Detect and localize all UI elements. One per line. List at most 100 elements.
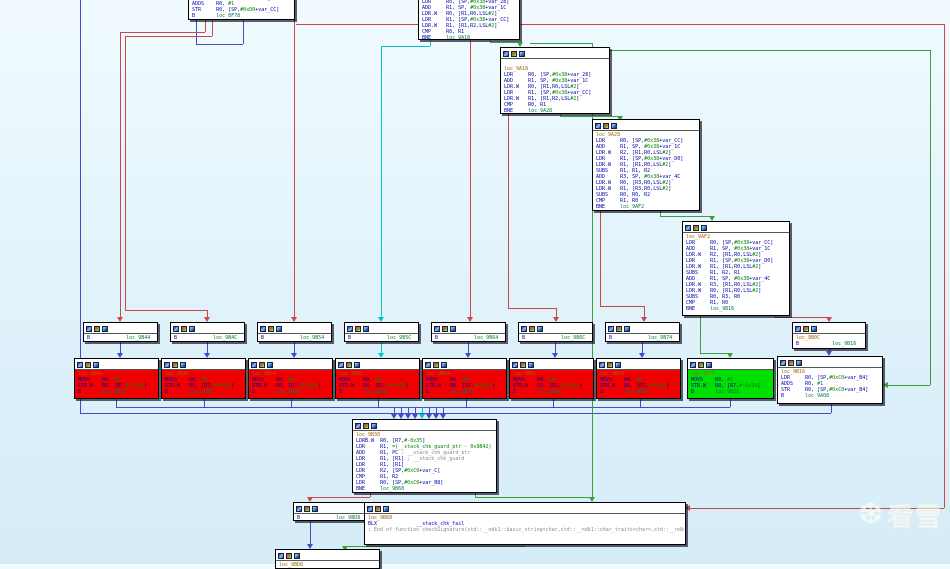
basic-block-node[interactable]: loc_9B4C MOVS R0, #0 STR.W R0, [R7,#-0x54]…	[161, 358, 246, 399]
node-zoom-icon[interactable]	[441, 361, 447, 368]
node-color-icon[interactable]	[259, 361, 265, 368]
node-frame-icon[interactable]	[425, 361, 431, 368]
node-zoom-icon[interactable]	[189, 325, 195, 332]
node-zoom-icon[interactable]	[519, 50, 525, 57]
node-frame-icon[interactable]	[512, 361, 518, 368]
node-header	[432, 323, 505, 334]
basic-block-node[interactable]: loc_9B16 LDR R0, [SP,#0xC0+var_B4] ADDS R0…	[777, 356, 883, 404]
node-color-icon[interactable]	[181, 325, 187, 332]
node-color-icon[interactable]	[433, 361, 439, 368]
node-frame-icon[interactable]	[503, 50, 509, 57]
basic-block-node[interactable]: loc_9B0C B loc_9B16	[792, 322, 866, 349]
node-zoom-icon[interactable]	[180, 361, 186, 368]
basic-block-node[interactable]: loc_9B6C MOVS R0, #0 STR.W R0, [R7,#-0x54]…	[509, 358, 594, 399]
node-zoom-icon[interactable]	[312, 505, 318, 512]
basic-block-node[interactable]: B loc_9B64	[431, 322, 506, 342]
node-frame-icon[interactable]	[599, 361, 605, 368]
basic-block-node[interactable]: loc_9A28 LDR R0, [SP,#0x38+var_CC] ADD R1,…	[592, 119, 700, 211]
node-frame-icon[interactable]	[296, 505, 302, 512]
node-frame-icon[interactable]	[86, 325, 92, 332]
node-zoom-icon[interactable]	[276, 325, 282, 332]
node-zoom-icon[interactable]	[450, 325, 456, 332]
node-frame-icon[interactable]	[355, 422, 361, 429]
node-color-icon[interactable]	[698, 361, 704, 368]
node-frame-icon[interactable]	[780, 359, 786, 366]
node-color-icon[interactable]	[304, 505, 310, 512]
node-frame-icon[interactable]	[77, 361, 83, 368]
node-zoom-icon[interactable]	[267, 361, 273, 368]
node-color-icon[interactable]	[346, 361, 352, 368]
node-zoom-icon[interactable]	[102, 325, 108, 332]
node-color-icon[interactable]	[511, 50, 517, 57]
basic-block-node[interactable]: loc_9AF2 LDR R0, [SP,#0x38+var_CC] ADD R1,…	[682, 221, 790, 316]
node-zoom-icon[interactable]	[354, 361, 360, 368]
node-zoom-icon[interactable]	[528, 361, 534, 368]
node-frame-icon[interactable]	[434, 325, 440, 332]
basic-block-node[interactable]: loc_9B54 MOVS R0, #0 STR.W R0, [R7,#-0x54]…	[248, 358, 333, 399]
node-color-icon[interactable]	[607, 361, 613, 368]
node-frame-icon[interactable]	[685, 224, 691, 231]
basic-block-node[interactable]: B loc_9B44	[83, 322, 158, 342]
node-color-icon[interactable]	[693, 224, 699, 231]
node-color-icon[interactable]	[375, 505, 381, 512]
node-frame-icon[interactable]	[608, 325, 614, 332]
node-zoom-icon[interactable]	[363, 325, 369, 332]
node-zoom-icon[interactable]	[811, 325, 817, 332]
basic-block-node[interactable]: B loc_9B54	[257, 322, 332, 342]
node-color-icon[interactable]	[442, 325, 448, 332]
basic-block-node[interactable]: loc_9B30 LDRB.W R0, [R7,#-0x35] LDR R1, =(…	[352, 419, 497, 493]
node-zoom-icon[interactable]	[611, 122, 617, 129]
node-zoom-icon[interactable]	[294, 552, 300, 559]
node-color-icon[interactable]	[268, 325, 274, 332]
node-frame-icon[interactable]	[278, 552, 284, 559]
node-color-icon[interactable]	[94, 325, 100, 332]
node-color-icon[interactable]	[363, 422, 369, 429]
basic-block-node[interactable]: B loc_9B5C	[344, 322, 419, 342]
node-frame-icon[interactable]	[251, 361, 257, 368]
node-frame-icon[interactable]	[367, 505, 373, 512]
basic-block-node[interactable]: B loc_9BD8	[293, 502, 379, 521]
basic-block-node[interactable]: B loc_9B74	[605, 322, 680, 342]
node-zoom-icon[interactable]	[371, 422, 377, 429]
node-zoom-icon[interactable]	[93, 361, 99, 368]
node-color-icon[interactable]	[529, 325, 535, 332]
basic-block-node[interactable]: loc_9B74 MOVS R0, #0 STR.W R0, [R7,#-0x54]…	[596, 358, 681, 399]
basic-block-node[interactable]: LDR R0, [SP,#0x38+var_28] ADD R1, SP, #0x…	[418, 0, 520, 40]
basic-block-node[interactable]: loc_9B64 MOVS R0, #0 STR.W R0, [R7,#-0x54]…	[422, 358, 507, 399]
node-color-icon[interactable]	[172, 361, 178, 368]
node-frame-icon[interactable]	[338, 361, 344, 368]
node-zoom-icon[interactable]	[624, 325, 630, 332]
basic-block-node[interactable]: loc_9BD8	[275, 549, 380, 569]
basic-block-node[interactable]: loc_9B44 MOVS R0, #0 STR.W R0, [R7,#-0x54]…	[74, 358, 159, 399]
node-color-icon[interactable]	[520, 361, 526, 368]
node-color-icon[interactable]	[286, 552, 292, 559]
node-frame-icon[interactable]	[260, 325, 266, 332]
basic-block-node[interactable]: loc_9B5C MOVS R0, #0 STR.W R0, [R7,#-0x54]…	[335, 358, 420, 399]
node-frame-icon[interactable]	[164, 361, 170, 368]
basic-block-node[interactable]: B loc_9B4C	[170, 322, 245, 342]
node-color-icon[interactable]	[355, 325, 361, 332]
node-frame-icon[interactable]	[690, 361, 696, 368]
node-zoom-icon[interactable]	[706, 361, 712, 368]
node-frame-icon[interactable]	[173, 325, 179, 332]
node-color-icon[interactable]	[788, 359, 794, 366]
node-zoom-icon[interactable]	[796, 359, 802, 366]
node-frame-icon[interactable]	[595, 122, 601, 129]
node-zoom-icon[interactable]	[615, 361, 621, 368]
basic-block-node[interactable]: LDRB.W R0, [SP,#0xD0+var_C4]LDR R0, [SP,…	[188, 0, 295, 20]
node-zoom-icon[interactable]	[537, 325, 543, 332]
node-frame-icon[interactable]	[521, 325, 527, 332]
basic-block-node[interactable]: loc_9B68 BLX __stack_chk_fail; End of fun…	[364, 502, 686, 545]
node-frame-icon[interactable]	[347, 325, 353, 332]
node-color-icon[interactable]	[85, 361, 91, 368]
basic-block-node[interactable]: loc_9B7C MOVS R0, #1 STR.W R0, [R7,#-0x54]…	[687, 358, 774, 399]
node-zoom-icon[interactable]	[383, 505, 389, 512]
node-color-icon[interactable]	[803, 325, 809, 332]
node-color-icon[interactable]	[616, 325, 622, 332]
basic-block-node[interactable]: loc_9A18 LDR R0, [SP,#0x38+var_28] ADD R1,…	[500, 47, 610, 114]
node-color-icon[interactable]	[603, 122, 609, 129]
basic-block-node[interactable]: B loc_9B6C	[518, 322, 593, 342]
node-frame-icon[interactable]	[795, 325, 801, 332]
node-zoom-icon[interactable]	[701, 224, 707, 231]
